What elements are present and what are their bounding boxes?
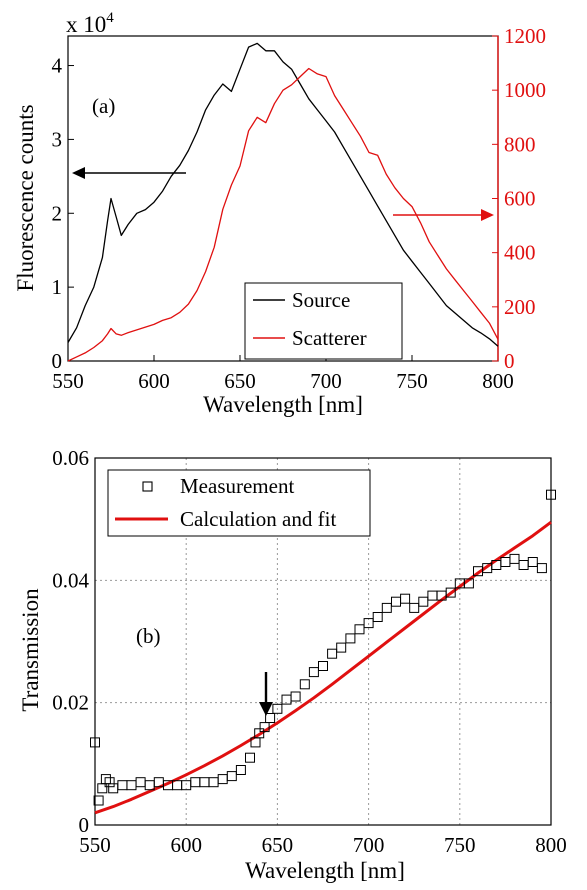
panel-a-left-tick-label: 2 [52,201,63,225]
measurement-point [527,557,538,567]
series-line-scatterer [67,67,499,362]
left-axis-arrow [72,167,186,179]
panel-a-x-tick-label: 700 [310,369,342,393]
measurement-point [144,780,155,791]
measurement-point [217,774,228,785]
measurement-point [90,737,100,748]
legend-source-label: Source [292,288,350,312]
panel-b-transmission-chart: (b) Transmission Wavelength [nm] 550 600 6… [18,446,567,883]
panel-b-x-tick-label: 550 [79,833,111,857]
measurement-point [104,777,115,788]
measurement-point [290,691,301,702]
measurement-point [93,795,104,806]
panel-a-label: (a) [92,94,115,118]
series-line-source [67,42,499,347]
measurement-point [245,752,255,763]
measurement-point [235,765,246,775]
legend-fit-label: Calculation and fit [180,507,336,531]
measurement-point [135,777,146,788]
panel-a-x-tick-label: 600 [138,369,170,393]
measurement-point [500,557,511,567]
panel-a-right-tick-label: 400 [504,241,536,265]
measurement-point [336,642,347,653]
measurement-point [409,602,420,613]
legend-measurement-label: Measurement [180,474,294,498]
measurement-point [363,618,374,629]
panel-a-left-tick-label: 0 [52,349,63,373]
panel-b-x-tick-label: 750 [444,833,476,857]
panel-a-y-multiplier: x 104 [66,10,114,37]
measurement-point [400,593,411,604]
panel-a-left-tick-label: 1 [52,275,63,299]
measurement-point [299,679,310,690]
measurement-point [354,624,365,635]
legend-scatterer-label: Scatterer [292,326,367,350]
panel-b-y-tick-label: 0 [79,813,90,837]
panel-b-y-tick-label: 0.02 [52,691,89,715]
annotation-arrow [259,672,273,716]
panel-a-right-tick-label: 0 [504,349,515,373]
measurement-point [318,661,328,671]
measurement-point [265,713,276,723]
panel-b-x-tick-label: 600 [170,833,202,857]
measurement-point [308,667,319,678]
panel-a-y-axis-label: Fluorescence counts [13,104,38,291]
panel-b-legend: Measurement Calculation and fit [107,469,371,537]
measurement-point [509,553,520,564]
legend-measurement-marker [142,481,153,492]
panel-a-x-tick-label: 550 [52,369,84,393]
panel-b-x-tick-label: 700 [353,833,385,857]
measurement-point [272,703,283,714]
measurement-point [418,596,429,607]
measurement-point [546,489,556,500]
panel-b-x-axis-label: Wavelength [nm] [245,858,405,883]
measurement-point [208,777,219,788]
panel-a-right-tick-label: 200 [504,295,536,319]
measurement-point [190,777,201,788]
measurement-point [117,780,128,791]
measurement-point [536,563,547,574]
measurement-point [226,771,237,782]
measurement-point [463,578,474,589]
panel-a-left-tick-label: 4 [52,54,63,78]
measurement-point [372,612,383,622]
panel-a-right-tick-label: 600 [504,187,536,211]
measurement-point [345,633,356,644]
panel-a-fluorescence-chart: x 104 (a) Fluorescence counts Wavelength… [13,10,546,417]
panel-a-x-tick-label: 800 [482,369,514,393]
panel-a-right-tick-label: 800 [504,132,536,156]
measurement-point [199,777,210,788]
panel-b-y-tick-label: 0.04 [52,568,89,592]
measurement-point [100,774,111,785]
panel-a-x-axis-label: Wavelength [nm] [203,392,363,417]
measurement-point [381,602,392,613]
measurement-point [427,590,438,601]
measurement-point [254,728,265,739]
panel-b-x-tick-label: 800 [535,833,567,857]
measurement-point [391,596,401,607]
measurement-point [518,560,529,570]
panel-b-y-tick-label: 0.06 [52,446,89,470]
measurement-point [445,587,456,598]
panel-b-x-tick-label: 650 [262,833,294,857]
panel-a-x-tick-label: 650 [224,369,256,393]
measurement-point [259,722,270,733]
panel-b-y-axis-label: Transmission [18,588,43,712]
measurement-point [327,648,338,659]
panel-b-label: (b) [136,624,161,648]
right-axis-arrow [393,209,494,221]
measurement-point [126,780,137,791]
panel-a-x-tick-label: 750 [396,369,428,393]
panel-b-plot-frame [94,457,552,826]
panel-a-right-tick-label: 1200 [504,24,546,48]
panel-a-left-tick-label: 3 [52,127,63,151]
panel-a-right-tick-label: 1000 [504,78,546,102]
panel-a-legend: Source Scatterer [244,282,403,360]
measurement-point [108,783,119,794]
